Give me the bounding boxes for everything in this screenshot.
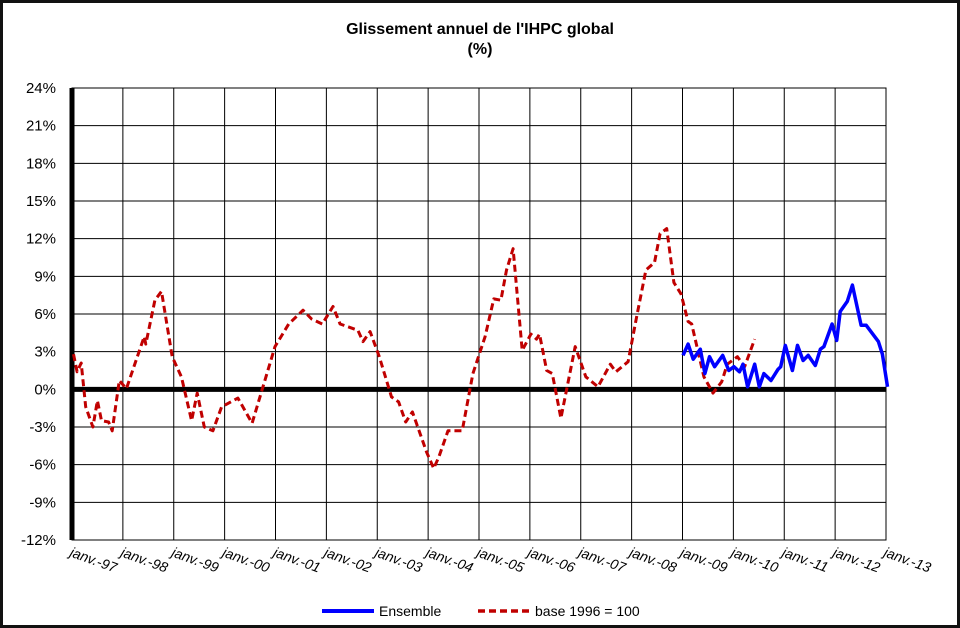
x-tick-label: janv.-04 [422, 543, 475, 575]
x-tick-label: janv.-09 [677, 543, 730, 575]
x-tick-label: janv.-98 [117, 543, 170, 575]
y-tick-label: 9% [34, 268, 56, 285]
x-tick-label: janv.-12 [829, 543, 882, 575]
x-tick-label: janv.-03 [371, 543, 424, 575]
y-tick-label: -9% [29, 494, 56, 511]
legend: Ensemble base 1996 = 100 [322, 603, 640, 619]
legend-label-ensemble: Ensemble [379, 603, 441, 619]
y-tick-label: 6% [34, 306, 56, 323]
y-tick-label: 24% [26, 80, 56, 97]
subtitle-text: (%) [467, 41, 493, 58]
x-tick-label: janv.-01 [270, 543, 323, 575]
x-tick-label: janv.-11 [778, 543, 830, 575]
x-tick-label: janv.-02 [320, 543, 373, 575]
y-tick-label: 3% [34, 344, 56, 361]
x-tick-label: janv.-99 [168, 543, 221, 575]
y-tick-label: 21% [26, 118, 56, 135]
y-axis-ticks: 24% 21% 18% 15% 12% 9% 6% 3% 0% -3% -6% -9% -12% [21, 80, 56, 549]
chart-title: Glissement annuel de l'IHPC global (%) [0, 20, 960, 60]
title-text: Glissement annuel de l'IHPC global [346, 21, 614, 38]
x-tick-label: janv.-08 [626, 543, 679, 575]
y-tick-label: 18% [26, 155, 56, 172]
x-tick-label: janv.-07 [575, 543, 629, 576]
y-tick-label: 15% [26, 193, 56, 210]
x-tick-label: janv.-00 [219, 543, 272, 575]
y-tick-label: 0% [34, 381, 56, 398]
x-tick-label: janv.-06 [524, 543, 577, 575]
series-lines [72, 227, 890, 470]
y-tick-label: 12% [26, 231, 56, 248]
legend-label-base1996: base 1996 = 100 [535, 603, 640, 619]
x-tick-label: janv.-13 [880, 543, 933, 575]
y-tick-label: -12% [21, 532, 56, 549]
x-tick-label: janv.-05 [473, 543, 526, 575]
grid-lines [69, 87, 887, 541]
y-tick-label: -6% [29, 457, 56, 474]
x-tick-label: janv.-10 [727, 543, 780, 575]
y-tick-label: -3% [29, 419, 56, 436]
x-axis-ticks: janv.-97 janv.-98 janv.-99 janv.-00 janv.-01… [66, 543, 933, 576]
x-tick-label: janv.-97 [66, 543, 120, 576]
